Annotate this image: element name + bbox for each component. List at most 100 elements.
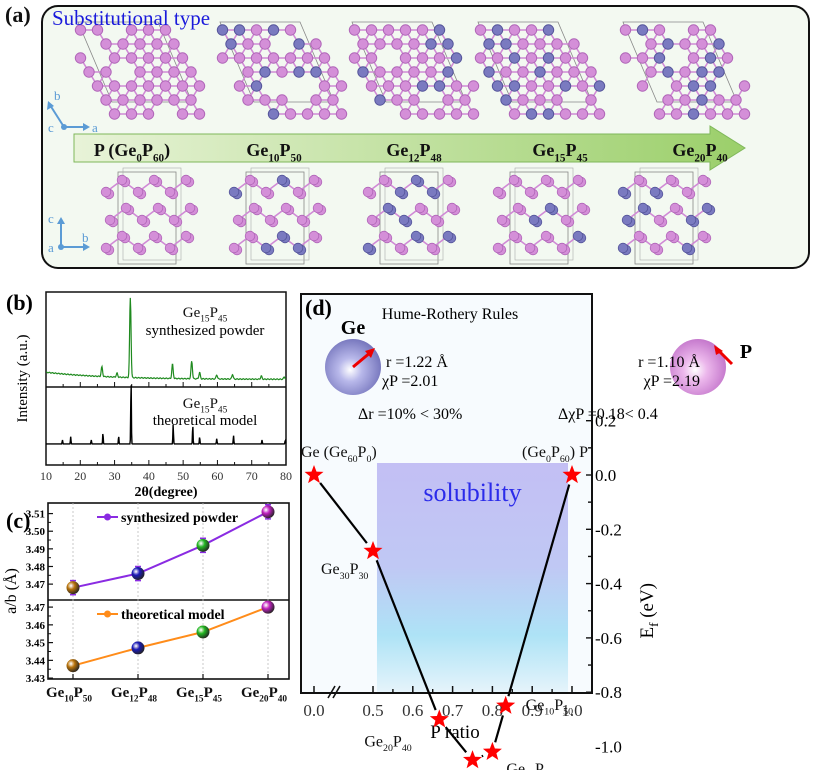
ge-atom: [250, 80, 263, 92]
y-tick-label: 3.49: [26, 544, 46, 556]
ge-atom: [267, 108, 280, 120]
formula-subscript: 45: [218, 406, 228, 416]
structure-label-1: Ge10P50: [246, 140, 302, 164]
point-label-6: (Ge0P60) P: [522, 444, 588, 465]
p-atom: [260, 186, 272, 198]
formula-subscript: 45: [577, 152, 589, 164]
p-atom-label: P: [740, 341, 752, 363]
p-atom: [517, 66, 529, 78]
p-atom: [492, 186, 504, 198]
data-point: [261, 600, 275, 614]
p-atom: [687, 24, 700, 36]
data-point: [131, 641, 145, 655]
arrowhead: [83, 123, 90, 131]
axis-label-a: a: [92, 120, 98, 135]
p-atom: [491, 52, 504, 64]
p-atom: [508, 108, 521, 120]
axis-label-c: c: [48, 211, 54, 226]
formula-text: Ge: [672, 140, 694, 160]
p-atom: [433, 108, 446, 120]
p-atom: [551, 66, 563, 78]
p-atom: [134, 66, 146, 78]
p-atom: [276, 66, 288, 78]
ge-atom: [442, 38, 454, 50]
ge-atom: [572, 230, 584, 242]
p-atom: [168, 94, 180, 106]
ge-atom: [416, 80, 429, 92]
data-point: [66, 659, 80, 673]
p-atom: [233, 80, 246, 92]
formation-energy-line: [375, 559, 437, 711]
ge-atom: [292, 242, 304, 254]
formula-text: P: [420, 140, 431, 160]
p-atom: [450, 80, 463, 92]
p-atom-sphere: [670, 339, 726, 395]
p-atom: [250, 24, 263, 36]
p-atom: [116, 174, 128, 186]
point-label-5: Ge10P50: [526, 697, 573, 718]
p-atom: [556, 242, 568, 254]
ge-atom: [621, 214, 633, 226]
p-atom: [216, 52, 229, 64]
p-atom: [248, 202, 260, 214]
p-atom: [697, 174, 709, 186]
p-atom: [382, 24, 395, 36]
p-atom: [593, 108, 606, 120]
ge-atom: [442, 66, 454, 78]
formula-text: ) P: [570, 444, 588, 461]
p-atom: [327, 66, 339, 78]
p-atom: [408, 94, 420, 106]
x-axis-label: 2θ(degree): [134, 485, 197, 500]
formula-subscript: 60: [153, 152, 165, 164]
p-atom: [148, 230, 160, 242]
side-view-structure-0: [100, 167, 199, 265]
panel-a-letter: (a): [5, 2, 31, 27]
top-view-structure-0: [74, 21, 206, 120]
p-atom: [399, 52, 412, 64]
point-label-2: Ge20P40: [364, 733, 411, 754]
p-atom: [662, 94, 674, 106]
x-tick-label: 30: [109, 469, 121, 483]
p-atom: [713, 94, 725, 106]
p-atom: [348, 52, 361, 64]
p-atom: [168, 214, 180, 226]
p-atom: [556, 186, 568, 198]
formula-subscript: 12: [408, 152, 420, 164]
ge-atom: [701, 202, 713, 214]
p-atom: [572, 174, 584, 186]
formula-subscript: 15: [554, 152, 566, 164]
p-atom: [125, 52, 138, 64]
axis-label-b: b: [82, 230, 89, 245]
formula-text: Ge: [321, 561, 340, 578]
x-tick-label: 20: [74, 469, 86, 483]
plot-frame: [47, 502, 290, 680]
p-atom: [585, 94, 597, 106]
p-atom: [125, 108, 138, 120]
p-atom: [416, 108, 429, 120]
p-atom: [244, 230, 256, 242]
p-atom: [534, 94, 546, 106]
ge-atom: [696, 94, 708, 106]
p-atom: [259, 38, 271, 50]
p-atom: [108, 52, 121, 64]
p-atom: [250, 52, 263, 64]
ge-atom: [704, 52, 717, 64]
ge-atom: [681, 242, 693, 254]
p-atom: [159, 24, 172, 36]
y-tick-label: 3.47: [26, 602, 46, 614]
p-atom: [132, 186, 144, 198]
formula-text: Ge: [386, 140, 408, 160]
point-label-4: Ge12P48: [506, 761, 553, 770]
p-atom: [366, 214, 378, 226]
xrd-theoretical-model-line: [46, 385, 287, 445]
p-atom: [568, 38, 580, 50]
p-atom: [679, 66, 691, 78]
side-view-structure-4: [617, 167, 716, 265]
x-tick-label: 70: [246, 469, 258, 483]
formation-energy-line: [481, 754, 484, 758]
p-atom: [100, 242, 112, 254]
formula-text: Ge: [183, 396, 201, 412]
formula-subscript: 40: [402, 743, 412, 754]
x-tick-label: Ge10P50: [46, 685, 92, 705]
ge-atom: [267, 24, 280, 36]
